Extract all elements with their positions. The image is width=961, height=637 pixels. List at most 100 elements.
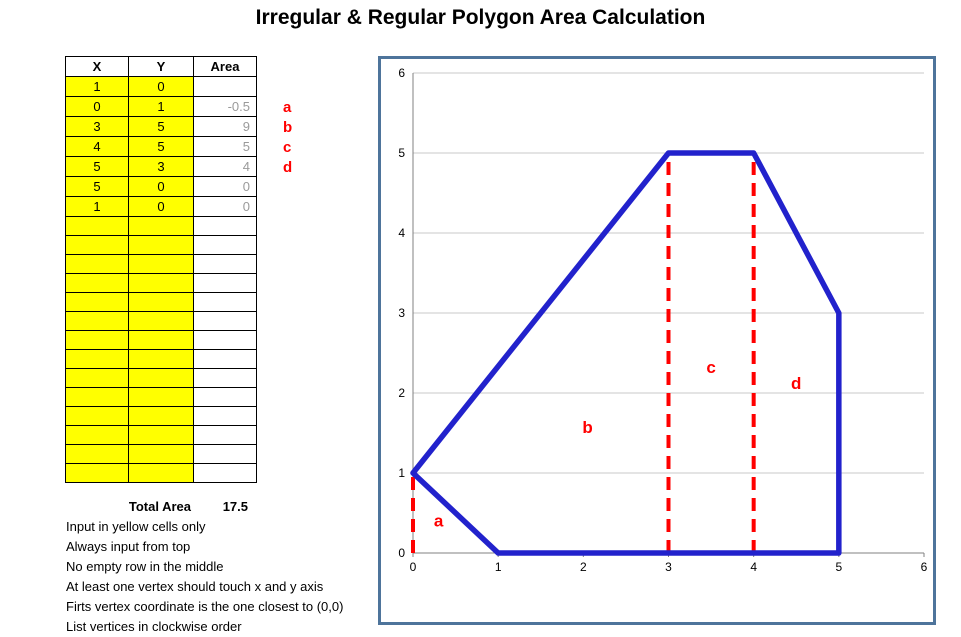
y-cell[interactable]: 0 — [128, 196, 194, 217]
table-row — [65, 330, 257, 350]
y-cell[interactable]: 0 — [128, 176, 194, 197]
x-tick-label: 0 — [410, 560, 417, 574]
x-tick-label: 4 — [750, 560, 757, 574]
area-cell — [193, 76, 257, 97]
header-y: Y — [128, 56, 194, 77]
region-label-a: a — [434, 512, 444, 531]
total-area-value: 17.5 — [222, 499, 248, 514]
x-cell[interactable] — [65, 425, 129, 445]
y-cell[interactable]: 5 — [128, 116, 194, 137]
table-row — [65, 406, 257, 426]
x-cell[interactable]: 5 — [65, 176, 129, 197]
area-letter-a: a — [283, 99, 292, 116]
area-letter-c: c — [283, 139, 292, 156]
instruction-line: Firts vertex coordinate is the one close… — [66, 599, 344, 614]
y-cell[interactable] — [128, 216, 194, 236]
chart-svg: 0 1 2 3 4 5 6 0 1 2 3 4 5 6 a b c d — [398, 66, 927, 574]
table-row — [65, 349, 257, 369]
table-header-row: X Y Area — [65, 56, 257, 77]
x-cell[interactable] — [65, 387, 129, 407]
x-cell[interactable] — [65, 216, 129, 236]
instruction-line: No empty row in the middle — [66, 559, 224, 574]
x-cell[interactable] — [65, 444, 129, 464]
table-row — [65, 311, 257, 331]
y-tick-label: 0 — [398, 546, 405, 560]
x-cell[interactable]: 3 — [65, 116, 129, 137]
x-cell[interactable] — [65, 368, 129, 388]
y-tick-label: 1 — [398, 466, 405, 480]
y-cell[interactable]: 0 — [128, 76, 194, 97]
y-cell[interactable] — [128, 387, 194, 407]
area-cell — [193, 254, 257, 274]
area-cell — [193, 463, 257, 483]
y-cell[interactable] — [128, 444, 194, 464]
header-area: Area — [193, 56, 257, 77]
area-cell: 9 — [193, 116, 257, 137]
y-cell[interactable] — [128, 292, 194, 312]
y-tick-label: 6 — [398, 66, 405, 80]
y-cell[interactable] — [128, 254, 194, 274]
y-tick-label: 5 — [398, 146, 405, 160]
total-area-label: Total Area — [128, 499, 191, 514]
y-cell[interactable] — [128, 235, 194, 255]
y-cell[interactable] — [128, 463, 194, 483]
page-title: Irregular & Regular Polygon Area Calcula… — [255, 6, 706, 29]
y-cell[interactable] — [128, 368, 194, 388]
y-cell[interactable] — [128, 349, 194, 369]
x-cell[interactable]: 4 — [65, 136, 129, 157]
table-row — [65, 463, 257, 483]
area-cell: -0.5 — [193, 96, 257, 117]
y-cell[interactable] — [128, 311, 194, 331]
x-cell[interactable] — [65, 463, 129, 483]
x-cell[interactable] — [65, 292, 129, 312]
header-x: X — [65, 56, 129, 77]
x-cell[interactable] — [65, 349, 129, 369]
total-row: Total Area 17.5 — [65, 499, 256, 514]
instructions-list: Input in yellow cells only Always input f… — [66, 517, 343, 637]
area-cell — [193, 425, 257, 445]
table-row — [65, 273, 257, 293]
y-tick-label: 4 — [398, 226, 405, 240]
area-cell — [193, 406, 257, 426]
y-cell[interactable] — [128, 406, 194, 426]
x-cell[interactable]: 1 — [65, 76, 129, 97]
area-cell — [193, 444, 257, 464]
area-cell: 0 — [193, 196, 257, 217]
x-cell[interactable] — [65, 235, 129, 255]
x-cell[interactable] — [65, 254, 129, 274]
x-tick-label: 1 — [495, 560, 502, 574]
y-cell[interactable] — [128, 330, 194, 350]
y-tick-label: 2 — [398, 386, 405, 400]
table-row — [65, 254, 257, 274]
y-cell[interactable] — [128, 425, 194, 445]
area-cell — [193, 216, 257, 236]
y-cell[interactable]: 5 — [128, 136, 194, 157]
x-cell[interactable] — [65, 273, 129, 293]
x-cell[interactable] — [65, 406, 129, 426]
y-tick-label: 3 — [398, 306, 405, 320]
table-row — [65, 216, 257, 236]
y-cell[interactable] — [128, 273, 194, 293]
x-cell[interactable] — [65, 330, 129, 350]
data-table-body: 1 0 0 1 -0.5 3 5 9 4 5 5 5 3 4 5 0 0 1 0 0 — [65, 76, 257, 483]
x-cell[interactable]: 5 — [65, 156, 129, 177]
x-cell[interactable]: 0 — [65, 96, 129, 117]
table-row — [65, 235, 257, 255]
instruction-line: Input in yellow cells only — [66, 519, 206, 534]
table-row — [65, 292, 257, 312]
x-cell[interactable]: 1 — [65, 196, 129, 217]
area-cell — [193, 273, 257, 293]
region-label-c: c — [706, 358, 715, 377]
y-cell[interactable]: 1 — [128, 96, 194, 117]
y-cell[interactable]: 3 — [128, 156, 194, 177]
area-letter-d: d — [283, 159, 293, 176]
x-cell[interactable] — [65, 311, 129, 331]
polygon-chart[interactable]: 0 1 2 3 4 5 6 0 1 2 3 4 5 6 a b c d — [378, 56, 936, 625]
area-cell: 4 — [193, 156, 257, 177]
